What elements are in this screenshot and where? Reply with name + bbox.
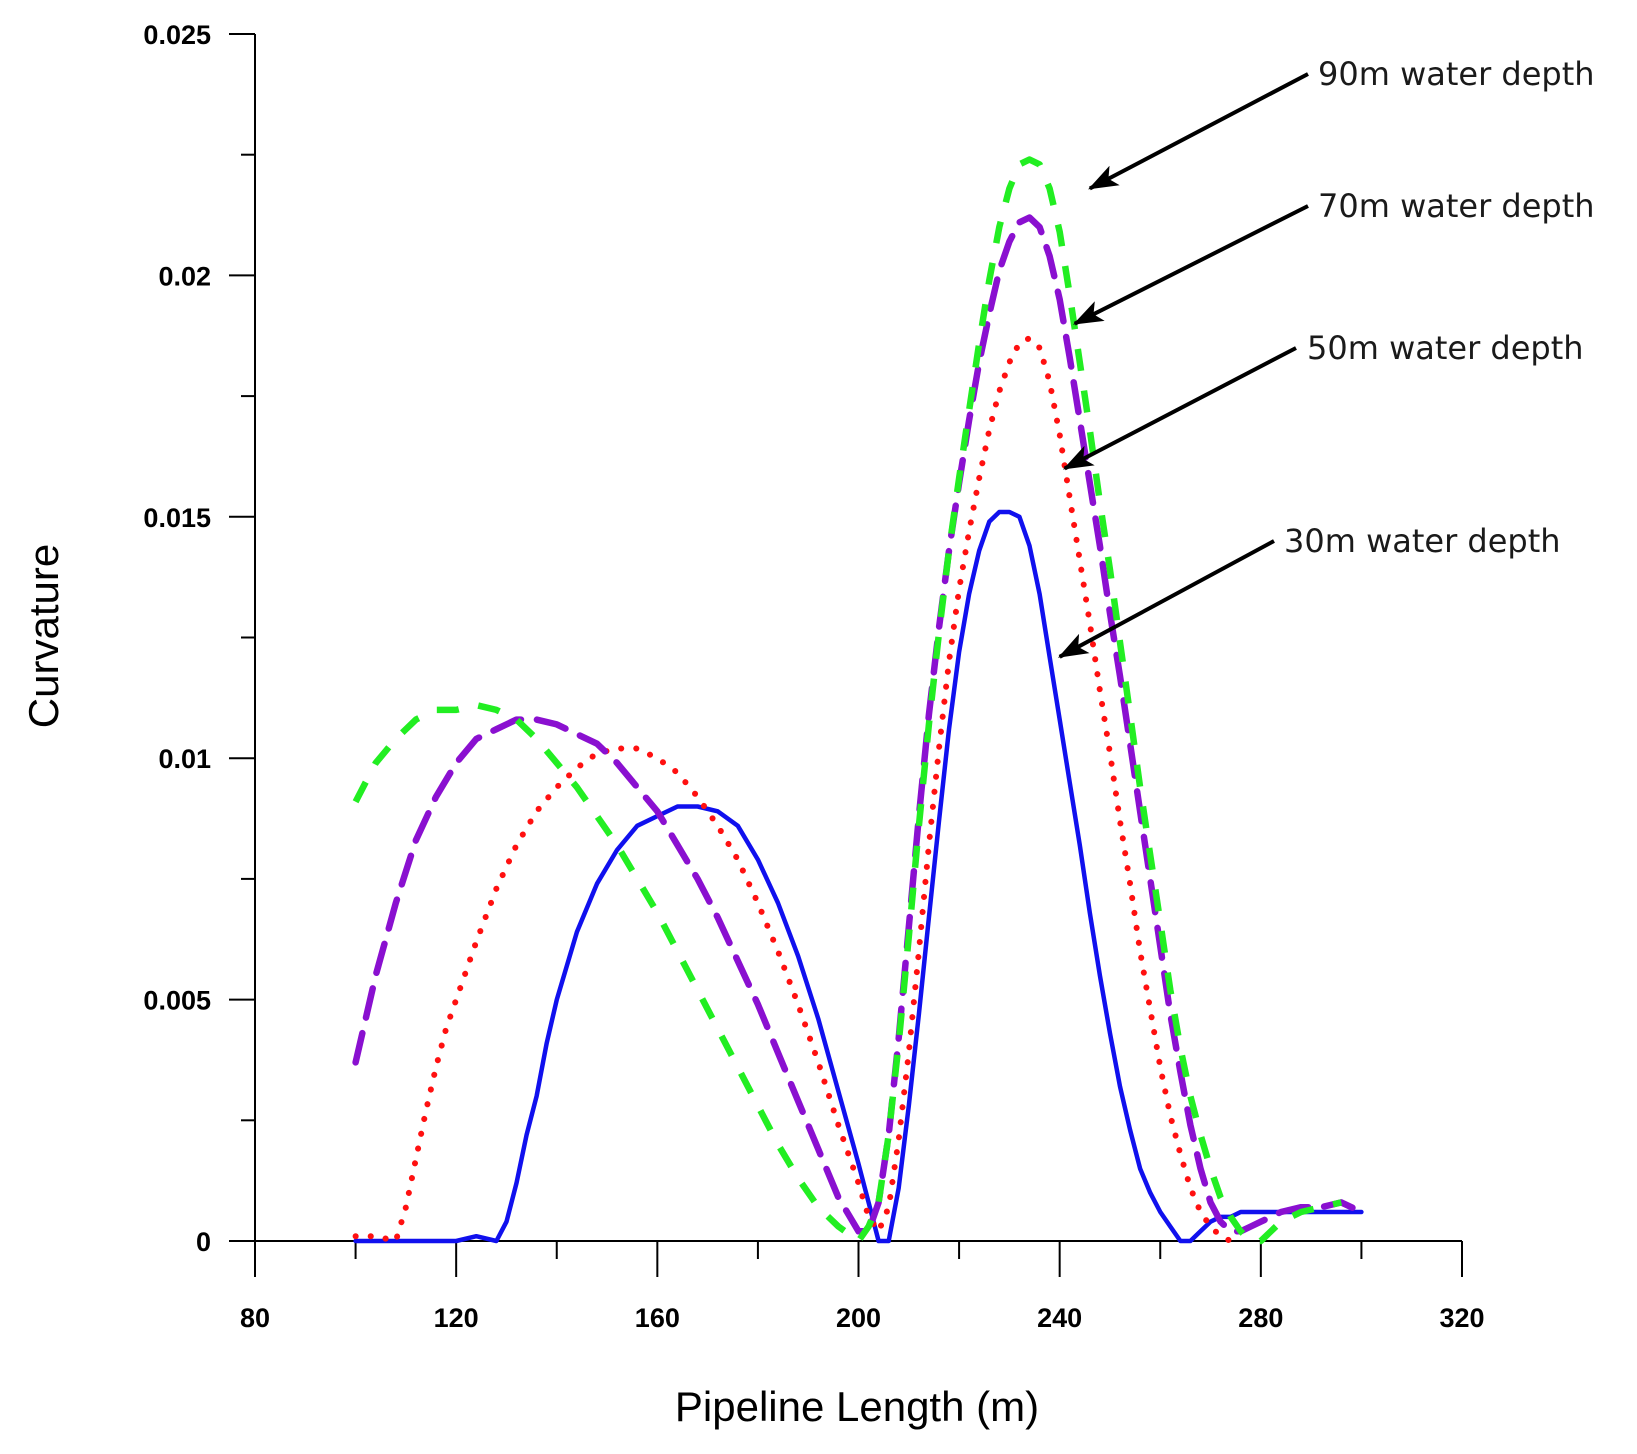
annotation-label: 90m water depth bbox=[1318, 55, 1595, 93]
annotation-arrow bbox=[1062, 346, 1297, 471]
y-tick-label: 0.015 bbox=[143, 503, 211, 533]
y-tick-label: 0.01 bbox=[158, 744, 211, 774]
y-tick-label: 0.005 bbox=[143, 986, 211, 1016]
x-tick-label: 120 bbox=[434, 1303, 479, 1333]
x-tick-label: 160 bbox=[635, 1303, 680, 1333]
y-tick-label: 0.02 bbox=[158, 261, 211, 291]
series bbox=[352, 156, 1365, 1245]
x-tick-label: 320 bbox=[1439, 1303, 1484, 1333]
series-line-90m-water-depth bbox=[352, 156, 1343, 1245]
x-axis-title: Pipeline Length (m) bbox=[675, 1383, 1039, 1430]
x-tick-label: 240 bbox=[1037, 1303, 1082, 1333]
x-tick-label: 280 bbox=[1238, 1303, 1283, 1333]
y-tick-label: 0.025 bbox=[143, 20, 211, 50]
annotation-arrow bbox=[1072, 204, 1309, 326]
annotation-label: 50m water depth bbox=[1307, 329, 1584, 367]
annotation-label: 70m water depth bbox=[1318, 187, 1595, 225]
annotations: 90m water depth 70m water depth 50m water … bbox=[1057, 55, 1595, 659]
annotation-arrow bbox=[1088, 72, 1309, 191]
series-line-50m-water-depth bbox=[352, 335, 1244, 1244]
series-line-70m-water-depth bbox=[352, 214, 1365, 1235]
x-tick-label: 200 bbox=[836, 1303, 881, 1333]
y-tick-label: 0 bbox=[196, 1227, 211, 1257]
series-line-30m-water-depth bbox=[353, 509, 1364, 1244]
x-tick-label: 80 bbox=[240, 1303, 270, 1333]
ticks: 80 120 160 200 240 280 320 0 0.005 0.01 0.015 0.02 0… bbox=[143, 20, 1484, 1333]
annotation-label: 30m water depth bbox=[1284, 522, 1561, 560]
y-axis-title: Curvature bbox=[20, 544, 67, 728]
annotation-arrow bbox=[1057, 539, 1275, 659]
